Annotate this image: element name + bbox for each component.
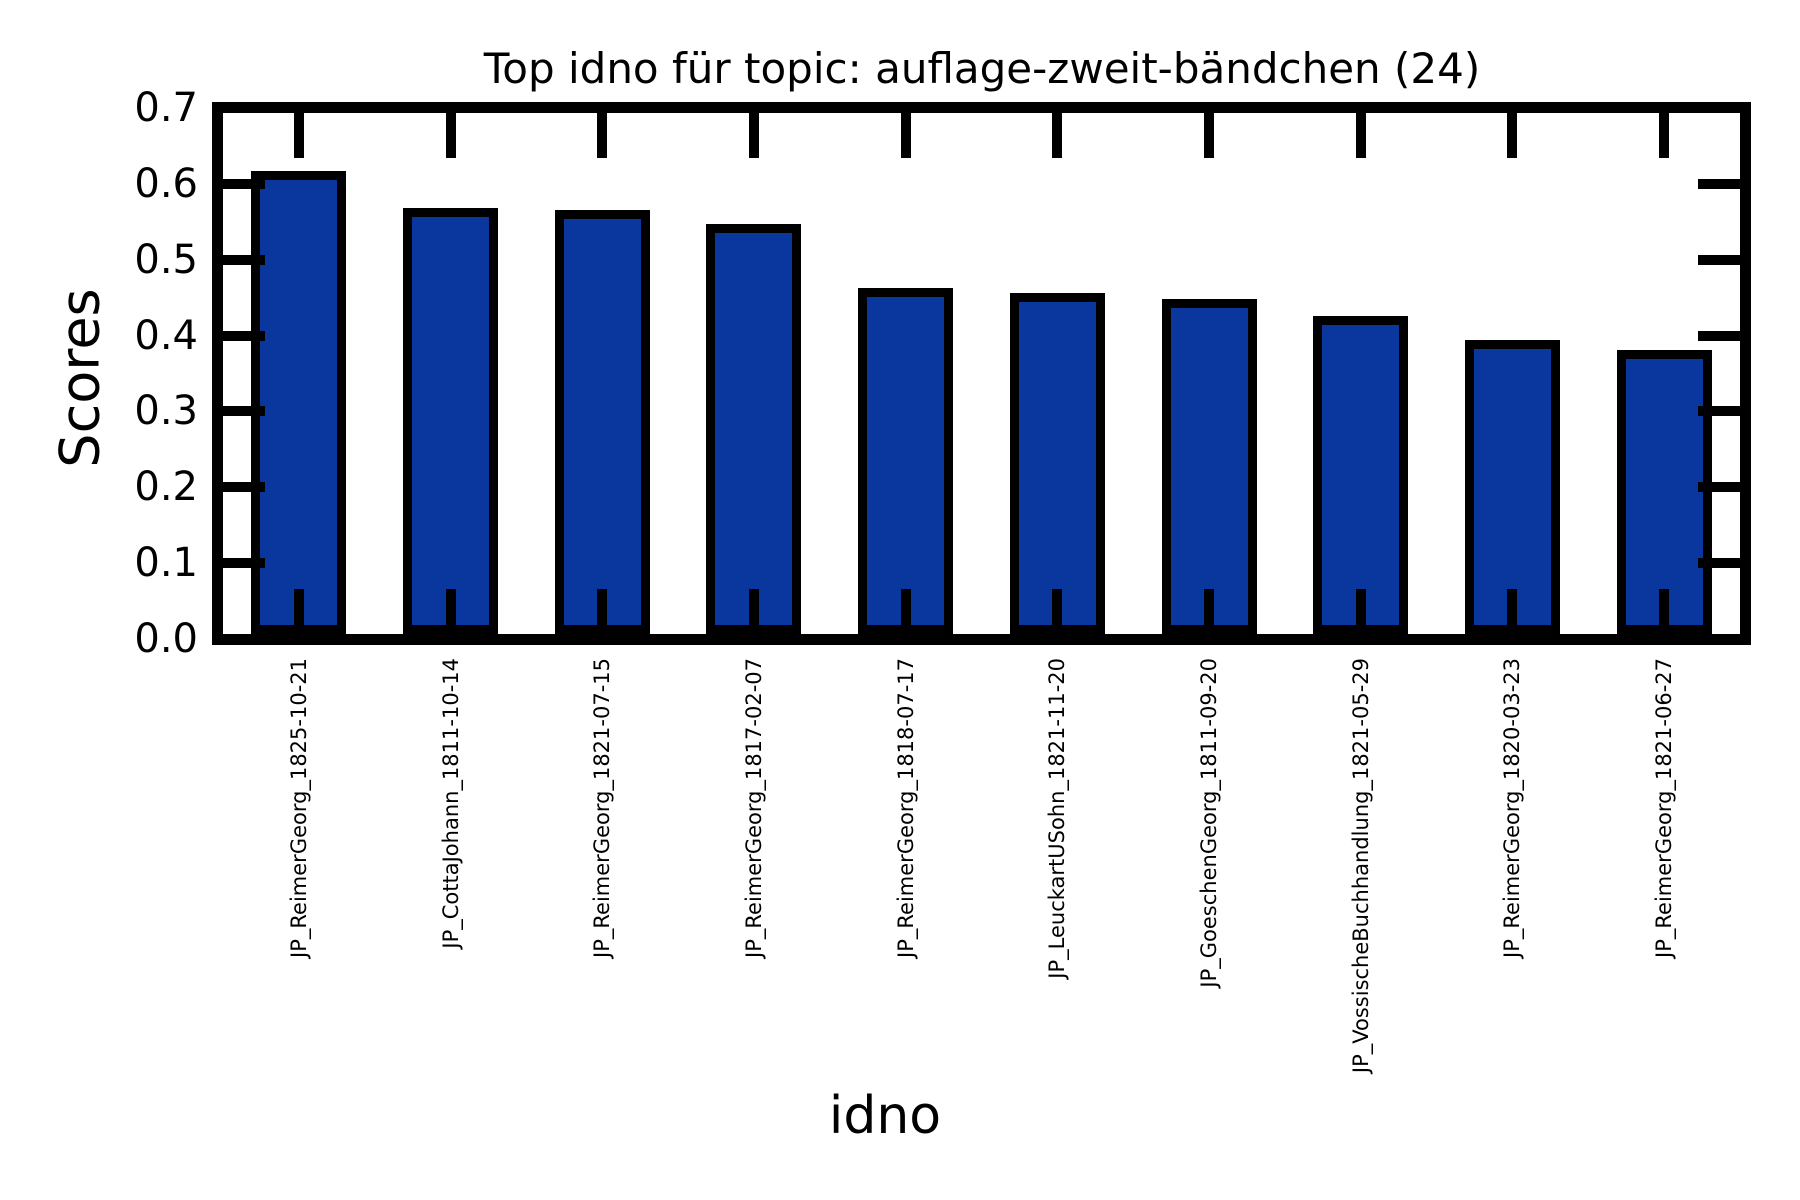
y-axis-label: Scores [48, 288, 112, 468]
x-axis-label: idno [828, 1086, 942, 1146]
x-tick-label: JP_ReimerGeorg_1821-07-15 [590, 658, 615, 958]
bar [1009, 293, 1105, 634]
x-tick-label: JP_ReimerGeorg_1820-03-23 [1500, 658, 1525, 958]
x-tick-label: JP_CottaJohann_1811-10-14 [438, 658, 463, 949]
x-tick [597, 113, 608, 158]
x-tick [900, 589, 911, 634]
bar [1161, 298, 1257, 634]
y-tick-label: 0.2 [134, 464, 198, 511]
x-tick-label: JP_ReimerGeorg_1825-10-21 [286, 658, 311, 958]
y-tick [223, 178, 265, 189]
y-tick-label: 0.0 [134, 616, 198, 662]
x-tick [1507, 113, 1518, 158]
y-tick-label: 0.1 [134, 540, 198, 587]
y-tick-label: 0.6 [134, 160, 198, 207]
bar [554, 209, 650, 634]
bar [1313, 316, 1409, 634]
x-tick [1052, 113, 1063, 158]
y-tick [223, 406, 265, 417]
x-tick-label: JP_ReimerGeorg_1818-07-17 [893, 658, 918, 958]
x-tick-label: JP_VossischeBuchhandlung_1821-05-29 [1348, 658, 1373, 1074]
bar [403, 207, 499, 634]
x-tick [748, 589, 759, 634]
bar [251, 171, 347, 634]
chart-title: Top idno für topic: auflage-zweit-bändch… [483, 44, 1481, 93]
y-tick-label: 0.5 [134, 236, 198, 283]
y-tick [223, 330, 265, 341]
x-tick [445, 589, 456, 634]
y-tick [1698, 482, 1740, 493]
y-tick [1698, 178, 1740, 189]
y-tick-label: 0.4 [134, 312, 198, 359]
plot-area [212, 102, 1751, 645]
y-tick-label: 0.3 [134, 388, 198, 435]
x-tick [1204, 589, 1215, 634]
x-tick [748, 113, 759, 158]
bar [1464, 340, 1560, 634]
bar [858, 288, 954, 634]
x-tick [1204, 113, 1215, 158]
x-tick [1052, 589, 1063, 634]
x-tick-label: JP_LeuckartUSohn_1821-11-20 [1045, 658, 1070, 979]
x-tick [293, 113, 304, 158]
y-tick [223, 254, 265, 265]
y-tick [1698, 254, 1740, 265]
x-tick [1659, 589, 1670, 634]
x-tick [1355, 113, 1366, 158]
y-tick [223, 482, 265, 493]
y-tick [1698, 558, 1740, 569]
x-tick [1507, 589, 1518, 634]
x-tick-label: JP_ReimerGeorg_1821-06-27 [1652, 658, 1677, 958]
x-tick [900, 113, 911, 158]
x-tick [1659, 113, 1670, 158]
y-tick [1698, 330, 1740, 341]
x-tick [445, 113, 456, 158]
x-tick-label: JP_ReimerGeorg_1817-02-07 [741, 658, 766, 958]
x-tick [1355, 589, 1366, 634]
y-tick [223, 558, 265, 569]
x-tick [293, 589, 304, 634]
x-tick-label: JP_GoeschenGeorg_1811-09-20 [1197, 658, 1222, 988]
bar [706, 224, 802, 634]
x-tick [597, 589, 608, 634]
y-tick [1698, 406, 1740, 417]
y-tick-label: 0.7 [134, 84, 198, 131]
